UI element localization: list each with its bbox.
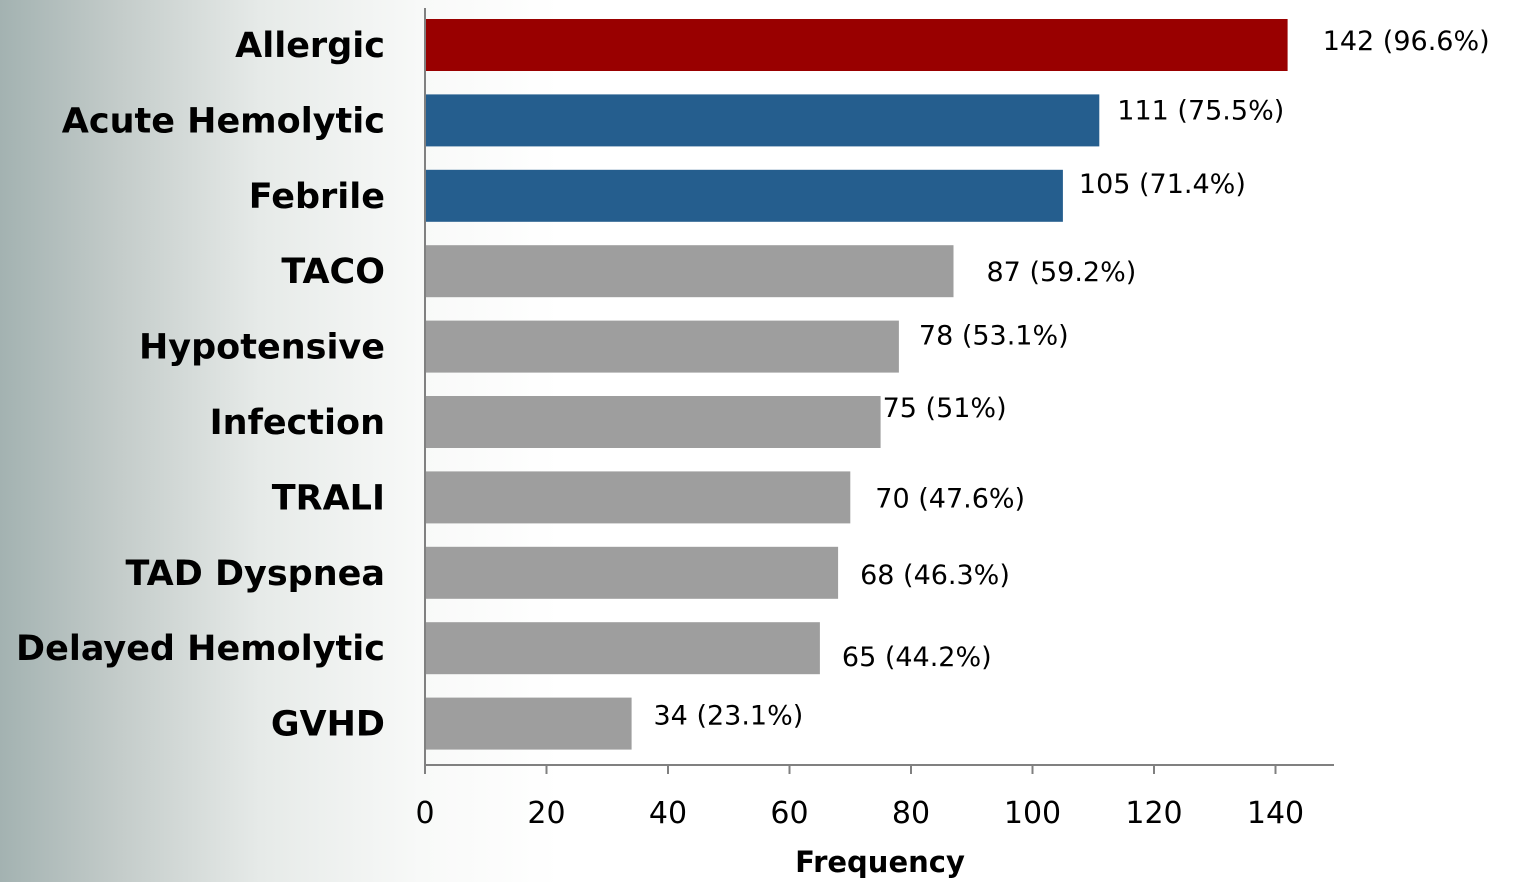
bar-allergic <box>425 19 1288 71</box>
data-label-taco: 87 (59.2%) <box>987 257 1137 288</box>
x-tick-label-40: 40 <box>649 796 687 831</box>
data-label-delayed-hemolytic: 65 (44.2%) <box>842 642 992 673</box>
data-label-gvhd: 34 (23.1%) <box>654 701 804 732</box>
category-label-taco: TACO <box>281 252 385 292</box>
x-tick-label-100: 100 <box>1004 796 1061 831</box>
x-tick-label-0: 0 <box>415 796 434 831</box>
x-tick-label-120: 120 <box>1125 796 1182 831</box>
bar-infection <box>425 396 881 448</box>
data-label-infection: 75 (51%) <box>883 393 1007 424</box>
data-label-hypotensive: 78 (53.1%) <box>919 321 1069 352</box>
x-axis-title: Frequency <box>795 845 965 879</box>
category-label-tad-dyspnea: TAD Dyspnea <box>125 554 385 594</box>
data-label-febrile: 105 (71.4%) <box>1079 169 1246 200</box>
category-label-gvhd: GVHD <box>271 705 385 745</box>
x-tick-label-140: 140 <box>1247 796 1304 831</box>
bar-hypotensive <box>425 320 899 373</box>
category-label-febrile: Febrile <box>249 177 385 217</box>
category-label-infection: Infection <box>210 403 385 443</box>
category-label-delayed-hemolytic: Delayed Hemolytic <box>16 629 385 669</box>
bar-acute-hemolytic <box>425 94 1100 147</box>
data-label-tad-dyspnea: 68 (46.3%) <box>860 560 1010 591</box>
bar-gvhd <box>425 697 632 750</box>
category-label-trali: TRALI <box>272 478 385 518</box>
bar-febrile <box>425 169 1063 222</box>
bar-trali <box>425 471 851 524</box>
category-label-acute-hemolytic: Acute Hemolytic <box>62 101 385 141</box>
category-label-allergic: Allergic <box>235 26 385 66</box>
bar-taco <box>425 245 954 298</box>
data-label-trali: 70 (47.6%) <box>875 483 1025 514</box>
x-tick-label-80: 80 <box>892 796 930 831</box>
data-labels-layer: 142 (96.6%) 111 (75.5%) 105 (71.4%) 87 (59.… <box>654 26 1490 732</box>
data-label-acute-hemolytic: 111 (75.5%) <box>1117 95 1284 126</box>
bar-delayed-hemolytic <box>425 622 820 675</box>
data-label-allergic: 142 (96.6%) <box>1323 26 1490 57</box>
category-labels-layer: Allergic Acute Hemolytic Febrile TACO Hypote… <box>16 26 385 745</box>
x-tick-label-20: 20 <box>527 796 565 831</box>
bar-tad-dyspnea <box>425 546 839 599</box>
bars-layer <box>425 19 1288 750</box>
x-axis: 0 20 40 60 80 100 120 140 <box>415 8 1334 831</box>
category-label-hypotensive: Hypotensive <box>139 328 385 368</box>
x-tick-label-60: 60 <box>770 796 808 831</box>
